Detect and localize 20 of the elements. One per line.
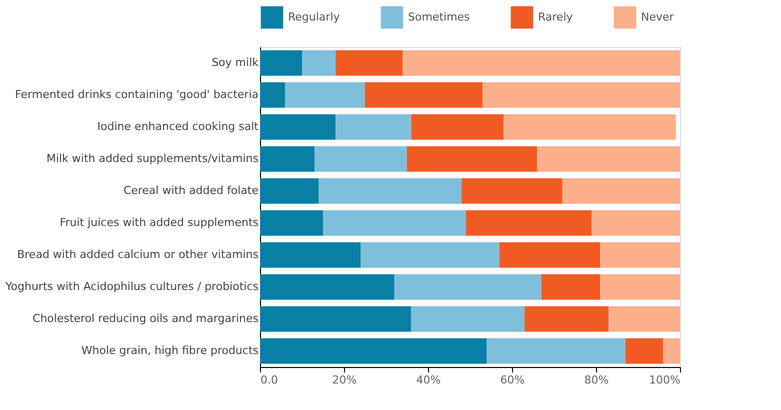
x-tick-label: 80%: [584, 374, 609, 386]
x-tick-label: 40%: [416, 374, 441, 386]
x-tick-label: 0.0: [260, 374, 278, 386]
legend-label: Sometimes: [408, 10, 470, 24]
y-tick-label: Iodine enhanced cooking salt: [97, 120, 260, 133]
legend-label: Never: [641, 10, 674, 24]
legend-label: Regularly: [288, 10, 340, 24]
y-tick-label: Soy milk: [212, 56, 260, 69]
y-tick-label: Milk with added supplements/vitamins: [46, 152, 259, 165]
y-tick-label: Whole grain, high fibre products: [81, 344, 259, 357]
y-tick-label: Cereal with added folate: [123, 184, 259, 197]
y-tick-label: Cholesterol reducing oils and margarines: [32, 312, 259, 325]
legend-label: Rarely: [538, 10, 574, 24]
y-tick-label: Fermented drinks containing 'good' bacteria: [15, 88, 258, 101]
x-tick-label: 60%: [500, 374, 525, 386]
x-tick-label: 100%: [649, 374, 680, 386]
y-tick-label: Bread with added calcium or other vitamins: [17, 248, 259, 261]
y-tick-label: Fruit juices with added supplements: [60, 216, 259, 229]
x-tick-label: 20%: [332, 374, 357, 386]
y-tick-label: Yoghurts with Acidophilus cultures / probiotics: [4, 280, 259, 293]
